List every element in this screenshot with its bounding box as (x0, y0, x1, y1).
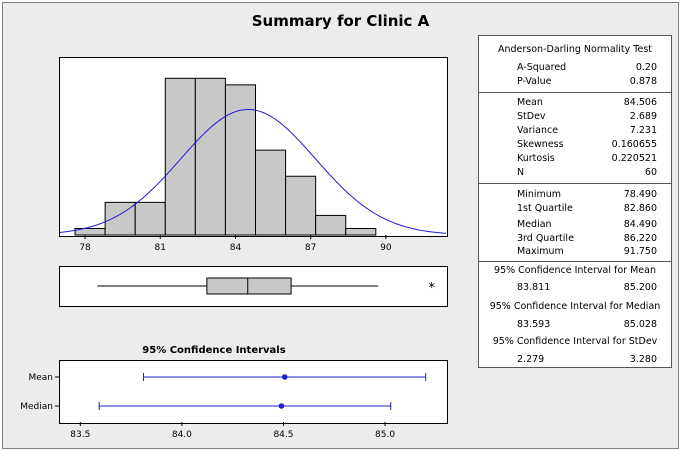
stat-value: 86.220 (623, 233, 657, 244)
histogram-bar (315, 214, 347, 236)
stat-value: 84.490 (623, 219, 657, 230)
ci-median-title: 95% Confidence Interval for Median (489, 301, 661, 312)
ci-y-tick-label: Median (20, 402, 53, 412)
stat-row-kurtosis: Kurtosis 0.220521 (479, 153, 671, 167)
stat-label: 3rd Quartile (517, 233, 574, 244)
stat-label: Median (517, 219, 552, 230)
stat-value: 0.160655 (611, 139, 657, 150)
stat-label: Maximum (517, 246, 564, 257)
histogram-x-tick-label: 78 (79, 243, 91, 253)
ci-point-estimate (281, 374, 288, 380)
stat-value: 0.878 (629, 76, 657, 87)
chart-title: Summary for Clinic A (251, 12, 430, 30)
normal-curve (59, 108, 447, 234)
stat-label: 1st Quartile (517, 203, 573, 214)
ad-title: Anderson-Darling Normality Test (498, 44, 652, 55)
histogram-bar (164, 77, 196, 236)
ci-mean-low: 83.811 (517, 282, 551, 293)
histogram-x-tick-label: 84 (230, 243, 242, 253)
ci-median-high: 85.028 (623, 319, 657, 330)
stat-label: P-Value (517, 76, 552, 87)
ci-x-tick-label: 83.5 (70, 430, 90, 440)
stat-row-mean: Mean 84.506 (479, 97, 671, 111)
ci-point-estimate (278, 403, 285, 409)
stat-row-median: Median 84.490 (479, 219, 671, 233)
ci-y-tick-label: Mean (28, 373, 53, 383)
histogram-x-tick-label: 90 (380, 243, 392, 253)
histogram-x-tick-label: 81 (155, 243, 166, 253)
boxplot-outlier: * (428, 281, 435, 296)
stat-value: 60 (644, 167, 657, 178)
stat-row-q1: 1st Quartile 82.860 (479, 203, 671, 217)
stat-value: 0.220521 (611, 153, 657, 164)
histogram-bar (285, 175, 317, 236)
ci-x-tick-label: 84.5 (273, 430, 293, 440)
stat-value: 84.506 (623, 97, 657, 108)
divider (479, 92, 671, 93)
histogram-bar (134, 201, 166, 236)
stat-label: Skewness (517, 139, 564, 150)
histogram-bar (255, 149, 287, 236)
stat-row-a-squared: A-Squared 0.20 (479, 62, 671, 76)
ci-chart-title: 95% Confidence Intervals (142, 345, 286, 356)
stat-row-n: N 60 (479, 167, 671, 181)
histogram-bar (224, 84, 257, 236)
stat-row-skewness: Skewness 0.160655 (479, 139, 671, 153)
ci-mean-title: 95% Confidence Interval for Mean (494, 265, 656, 276)
stat-label: Mean (517, 97, 543, 108)
stat-value: 2.689 (629, 111, 657, 122)
stat-label: StDev (517, 111, 546, 122)
stat-row-p-value: P-Value 0.878 (479, 76, 671, 90)
ci-sd-high: 3.280 (629, 354, 657, 365)
ci-sd-low: 2.279 (517, 354, 545, 365)
ci-median-row: 83.593 85.028 (479, 319, 671, 333)
stat-value: 7.231 (629, 125, 657, 136)
ci-median-low: 83.593 (517, 319, 551, 330)
stat-row-maximum: Maximum 91.750 (479, 246, 671, 260)
stat-value: 91.750 (623, 246, 657, 257)
stat-value: 78.490 (623, 189, 657, 200)
divider (479, 261, 671, 262)
ci-mean-high: 85.200 (623, 282, 657, 293)
stat-row-stdev: StDev 2.689 (479, 111, 671, 125)
histogram-x-tick-label: 87 (305, 243, 316, 253)
ci-panel (59, 360, 448, 424)
stat-row-q3: 3rd Quartile 86.220 (479, 233, 671, 247)
stat-label: Kurtosis (517, 153, 555, 164)
stat-label: Minimum (517, 189, 562, 200)
stat-row-minimum: Minimum 78.490 (479, 189, 671, 203)
histogram-bar (194, 77, 226, 236)
stat-label: Variance (517, 125, 559, 136)
ci-sd-title: 95% Confidence Interval for StDev (492, 336, 658, 347)
ci-sd-row: 2.279 3.280 (479, 354, 671, 368)
ci-x-tick-label: 85.0 (375, 430, 395, 440)
stat-label: N (517, 167, 525, 178)
stat-value: 82.860 (623, 203, 657, 214)
boxplot-box (206, 277, 292, 295)
stat-value: 0.20 (635, 62, 657, 73)
ci-mean-row: 83.811 85.200 (479, 282, 671, 296)
stat-row-variance: Variance 7.231 (479, 125, 671, 139)
histogram-bar (345, 227, 377, 236)
stats-table: Anderson-Darling Normality Test A-Square… (478, 35, 672, 368)
divider (479, 183, 671, 184)
stat-label: A-Squared (517, 62, 567, 73)
ci-x-tick-label: 84.0 (172, 430, 192, 440)
